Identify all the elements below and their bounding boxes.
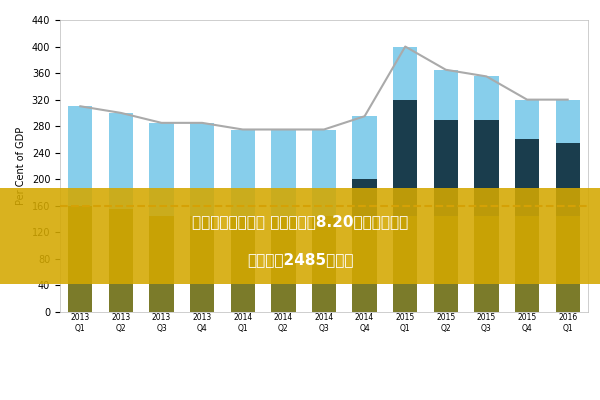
Bar (434, 120, 458, 216)
Bar (109, 113, 133, 209)
Bar (352, 116, 377, 179)
Bar (556, 216, 580, 312)
Bar (393, 216, 418, 312)
Bar (271, 216, 296, 312)
Bar (474, 76, 499, 120)
Y-axis label: Per Cent of GDP: Per Cent of GDP (16, 127, 26, 205)
Bar (556, 100, 580, 143)
Bar (434, 216, 458, 312)
Bar (68, 106, 92, 206)
Bar (271, 130, 296, 216)
Text: 限，不破2485就是多: 限，不破2485就是多 (247, 252, 353, 268)
Bar (434, 70, 458, 120)
Bar (515, 216, 539, 312)
Bar (230, 130, 255, 216)
Bar (109, 209, 133, 312)
Bar (556, 143, 580, 216)
Bar (149, 216, 174, 312)
Bar (312, 130, 336, 216)
Bar (352, 216, 377, 312)
Bar (68, 206, 92, 312)
Bar (190, 216, 214, 312)
Bar (230, 216, 255, 312)
Legend: Non-Financial Corporates, Households, Private Sector, EU Threshold: Non-Financial Corporates, Households, Pr… (188, 399, 460, 400)
Bar (474, 216, 499, 312)
Text: 股票配资实盘开户 悬壶金翁：8.20黄金强势无极: 股票配资实盘开户 悬壶金翁：8.20黄金强势无极 (192, 214, 408, 229)
Bar (474, 120, 499, 216)
Bar (190, 123, 214, 216)
Bar (393, 46, 418, 100)
Bar (393, 100, 418, 216)
Bar (312, 216, 336, 312)
Bar (515, 100, 539, 140)
Bar (515, 140, 539, 216)
Bar (352, 179, 377, 216)
Bar (149, 123, 174, 216)
